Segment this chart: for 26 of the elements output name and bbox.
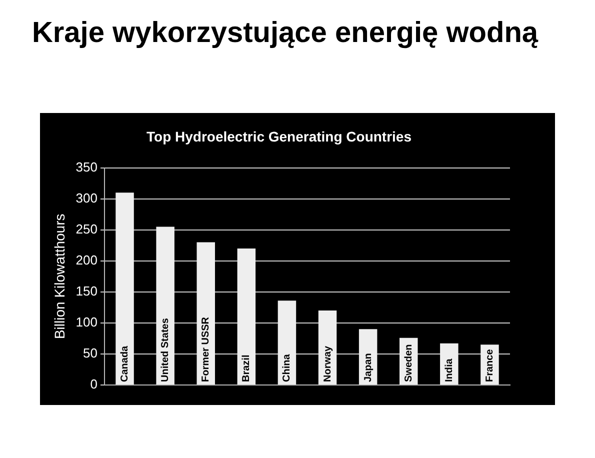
bar bbox=[237, 248, 256, 384]
bar bbox=[278, 300, 296, 384]
x-tick-label: Sweden bbox=[403, 344, 414, 382]
bar bbox=[156, 226, 174, 384]
y-tick-label: 250 bbox=[76, 221, 98, 236]
chart-title: Kraje wykorzystujące energię wodną bbox=[30, 16, 540, 51]
y-tick-label: 0 bbox=[90, 376, 98, 392]
y-tick-label: 200 bbox=[76, 252, 98, 268]
y-axis-title: Billion Kilowatthours bbox=[51, 214, 68, 340]
y-tick-label: 50 bbox=[83, 346, 98, 361]
x-tick-label: United States bbox=[160, 318, 172, 382]
bar bbox=[116, 192, 134, 384]
bar bbox=[196, 242, 215, 384]
x-tick-label: France bbox=[484, 348, 496, 382]
y-tick-label: 150 bbox=[76, 283, 98, 298]
y-tick-label: 350 bbox=[76, 159, 98, 174]
y-tick-label: 300 bbox=[76, 190, 98, 206]
x-tick-label: China bbox=[282, 354, 293, 382]
x-tick-label: Japan bbox=[362, 353, 374, 382]
x-tick-label: Norway bbox=[322, 345, 334, 382]
x-tick-label: Canada bbox=[120, 345, 131, 382]
x-tick-label: Former USSR bbox=[200, 316, 212, 382]
chart-subtitle: Top Hydroelectric Generating Countries bbox=[146, 128, 412, 144]
x-tick-label: India bbox=[444, 358, 455, 382]
y-tick-label: 100 bbox=[76, 314, 98, 330]
x-tick-label: Brazil bbox=[241, 354, 252, 382]
